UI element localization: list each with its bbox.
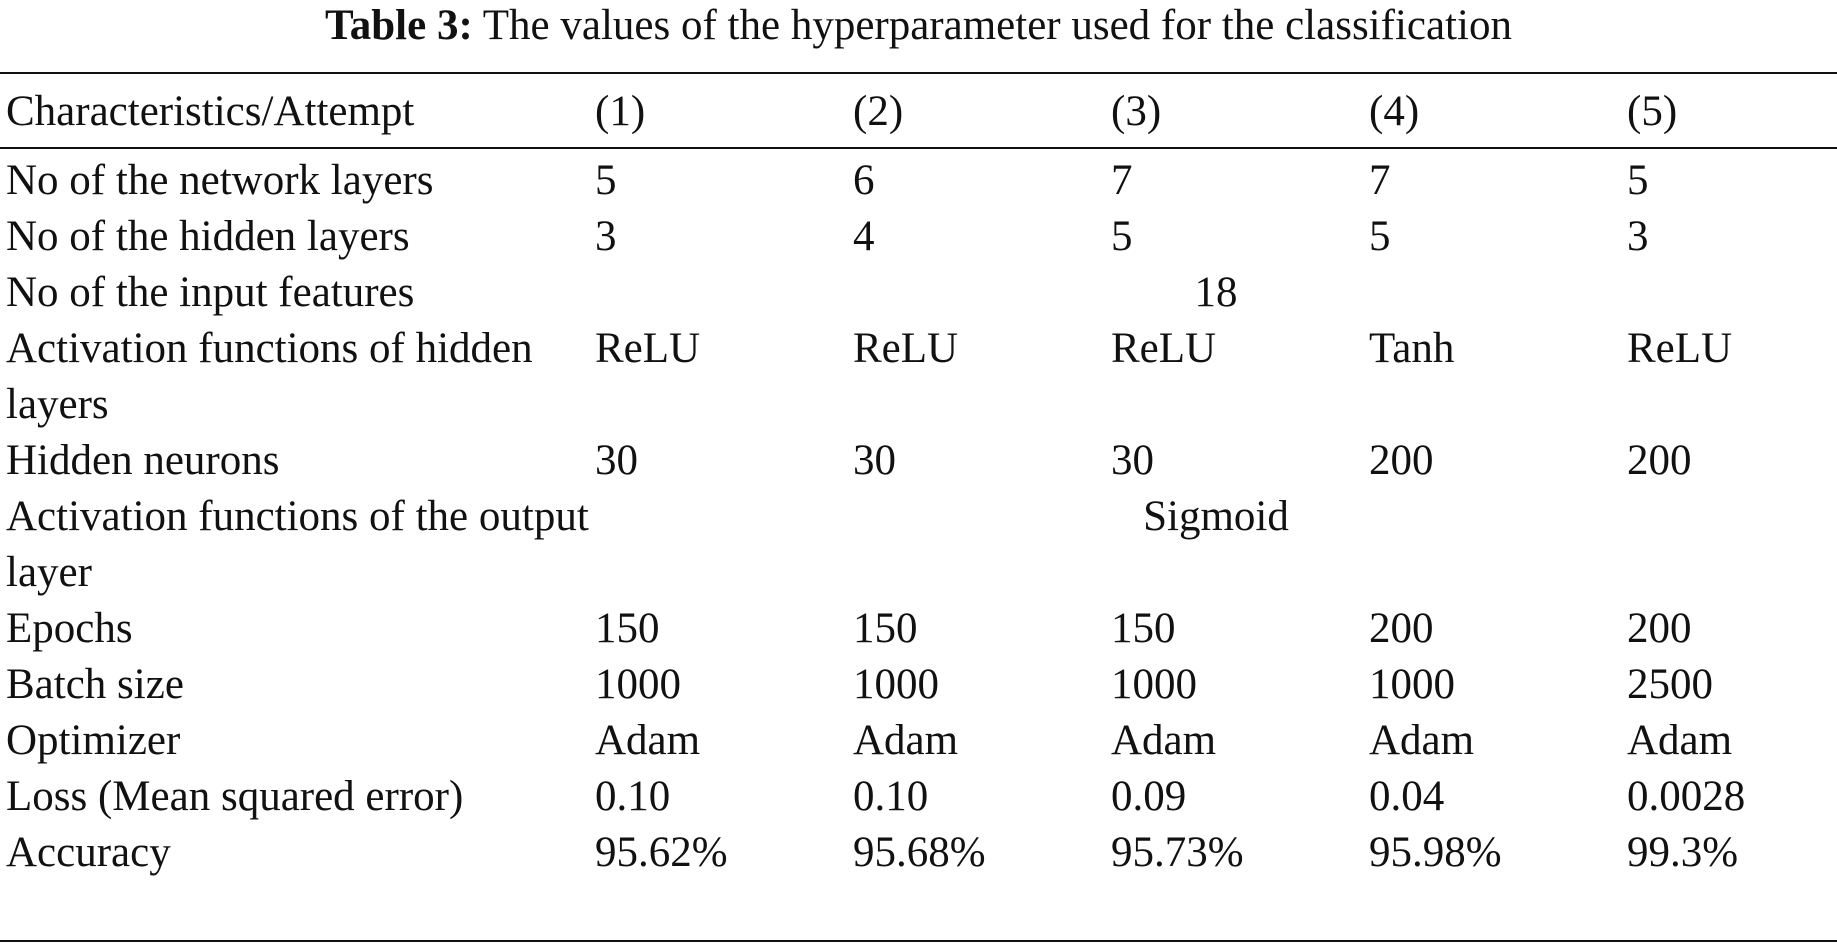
table-row-epochs: Epochs 150 150 150 200 200 [0,601,1837,657]
table-cell: 0.10 [853,773,929,820]
table-cell: 2500 [1627,661,1713,708]
table-cell: 200 [1627,605,1692,652]
table-cell: ReLU [1627,325,1733,372]
column-header-attempt-1: (1) [595,88,646,135]
table-row-network-layers: No of the network layers 5 6 7 7 5 [0,150,1837,209]
table-cell: 95.98% [1369,829,1502,876]
row-label: No of the hidden layers [6,213,410,260]
table-cell: 5 [1627,157,1649,204]
table-cell: 150 [595,605,660,652]
table-cell: 7 [1111,157,1133,204]
row-label: Optimizer [6,717,181,764]
table-row-loss: Loss (Mean squared error) 0.10 0.10 0.09… [0,769,1837,825]
table-cell: 30 [595,437,638,484]
table-cell: Adam [1627,717,1733,764]
table-row-input-features: No of the input features 18 [0,265,1837,321]
table-cell: 1000 [595,661,681,708]
merged-table-cell: Sigmoid [1143,493,1289,540]
table-cell: 95.62% [595,829,728,876]
table-cell: 200 [1369,437,1434,484]
hyperparameter-table: Characteristics/Attempt (1) (2) (3) (4) … [0,80,1837,881]
table-row-hidden-layers: No of the hidden layers 3 4 5 5 3 [0,209,1837,265]
table-header-rule [0,147,1837,149]
row-label: Accuracy [6,829,171,876]
table-caption-label: Table 3: [325,2,473,49]
table-cell: 0.09 [1111,773,1187,820]
table-cell: Adam [595,717,701,764]
table-cell: 0.10 [595,773,671,820]
table-row-batch-size: Batch size 1000 1000 1000 1000 2500 [0,657,1837,713]
column-header-attempt-5: (5) [1627,88,1678,135]
column-header-characteristics: Characteristics/Attempt [6,88,415,135]
table-cell: 5 [595,157,617,204]
column-header-attempt-2: (2) [853,88,904,135]
table-cell: 1000 [853,661,939,708]
table-cell: 4 [853,213,875,260]
table-bottom-rule [0,940,1837,942]
table-top-rule [0,72,1837,74]
table-cell: Adam [1111,717,1217,764]
table-cell: 0.04 [1369,773,1445,820]
row-label: Activation functions of hidden layers [6,325,533,428]
table-cell: 99.3% [1627,829,1739,876]
table-cell: 1000 [1369,661,1455,708]
table-row-hidden-activation: Activation functions of hidden layers Re… [0,321,1837,433]
row-label: No of the network layers [6,157,434,204]
table-cell: Tanh [1369,325,1455,372]
table-cell: 5 [1369,213,1391,260]
table-cell: 30 [1111,437,1154,484]
row-label: Hidden neurons [6,437,280,484]
table-cell: 150 [1111,605,1176,652]
row-label: Activation functions of the output layer [6,493,589,596]
table-cell: 200 [1369,605,1434,652]
table-row-output-activation: Activation functions of the output layer… [0,489,1837,601]
table-cell: 6 [853,157,875,204]
table-cell: 0.0028 [1627,773,1746,820]
table-cell: 95.68% [853,829,986,876]
table-cell: 5 [1111,213,1133,260]
table-cell: 30 [853,437,896,484]
table-cell: ReLU [1111,325,1217,372]
row-label: Epochs [6,605,133,652]
table-cell: Adam [853,717,959,764]
table-row-optimizer: Optimizer Adam Adam Adam Adam Adam [0,713,1837,769]
table-header-row: Characteristics/Attempt (1) (2) (3) (4) … [0,80,1837,150]
table-cell: 1000 [1111,661,1197,708]
table-cell: Adam [1369,717,1475,764]
table-cell: 200 [1627,437,1692,484]
row-label: Batch size [6,661,184,708]
table-cell: ReLU [853,325,959,372]
table-row-accuracy: Accuracy 95.62% 95.68% 95.73% 95.98% 99.… [0,825,1837,881]
row-label: Loss (Mean squared error) [6,773,464,820]
table-cell: 95.73% [1111,829,1244,876]
table-cell: 3 [595,213,617,260]
table-cell: 7 [1369,157,1391,204]
column-header-attempt-4: (4) [1369,88,1420,135]
table-caption-text: The values of the hyperparameter used fo… [482,2,1512,49]
merged-table-cell: 18 [1194,269,1238,316]
table-cell: 150 [853,605,918,652]
table-caption: Table 3: The values of the hyperparamete… [0,0,1837,52]
table-cell: 3 [1627,213,1649,260]
table-cell: ReLU [595,325,701,372]
column-header-attempt-3: (3) [1111,88,1162,135]
row-label: No of the input features [6,269,415,316]
table-row-hidden-neurons: Hidden neurons 30 30 30 200 200 [0,433,1837,489]
